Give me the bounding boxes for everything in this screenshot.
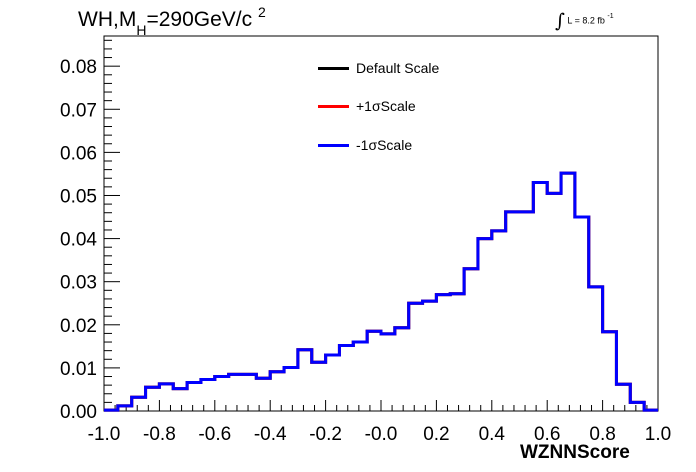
title-subscript: H (136, 22, 147, 38)
x-tick-label: -0.6 (198, 424, 231, 445)
legend-label-default: Default Scale (356, 60, 440, 76)
legend-swatch-minus-sigma (318, 143, 349, 147)
legend-entry-minus-sigma: -1σScale (318, 135, 412, 155)
y-tick-label: 0.04 (60, 230, 97, 251)
y-tick-label: 0.03 (60, 273, 97, 294)
y-axis: 0.00 0.01 0.02 0.03 0.04 0.05 0.06 0.07 0.08 (60, 39, 120, 423)
y-tick-label: 0.00 (60, 402, 97, 423)
luminosity-label: ∫ L = 8.2 fb -1 (555, 10, 614, 32)
x-tick-label: 0.8 (589, 424, 615, 445)
legend-label-minus-sigma: -1σScale (356, 137, 413, 153)
x-tick-label: -0.8 (143, 424, 176, 445)
chart-title: WH,MH=290GeV/c 2 (78, 4, 266, 38)
x-tick-label: 0.4 (479, 424, 506, 445)
title-middle: =290GeV/c (146, 8, 253, 31)
x-tick-label: -1.0 (88, 424, 121, 445)
title-prefix: WH,M (78, 8, 137, 31)
legend-swatch-plus-sigma (318, 104, 349, 108)
histogram-series-2 (104, 171, 658, 412)
title-superscript: 2 (257, 4, 266, 20)
y-tick-label: 0.02 (60, 316, 97, 337)
legend-label-plus-sigma: +1σScale (356, 98, 416, 114)
x-axis-title: WZNNScore (520, 442, 630, 463)
luminosity-unit-superscript: -1 (607, 13, 614, 21)
integral-symbol: ∫ (555, 10, 565, 32)
x-tick-label: 1.0 (645, 424, 671, 445)
x-tick-label: -0.0 (365, 424, 398, 445)
legend-entry-plus-sigma: +1σScale (318, 96, 416, 116)
y-tick-label: 0.07 (60, 100, 97, 121)
y-tick-label: 0.05 (60, 186, 97, 207)
x-axis: -1.0 -0.8 -0.6 -0.4 -0.2 -0.0 0.2 0.4 0.6 0.8 1.0 (88, 400, 671, 445)
legend-swatch-default (318, 66, 349, 70)
y-tick-label: 0.08 (60, 57, 97, 78)
y-tick-label: 0.01 (60, 359, 97, 380)
x-tick-label: -0.2 (309, 424, 342, 445)
x-tick-label: 0.6 (534, 424, 560, 445)
series-layer (104, 171, 658, 412)
luminosity-text: L = 8.2 fb (567, 15, 605, 26)
x-tick-label: 0.2 (423, 424, 449, 445)
plot-frame (103, 35, 659, 412)
x-tick-label: -0.4 (254, 424, 287, 445)
legend-entry-default: Default Scale (318, 58, 439, 78)
y-tick-label: 0.06 (60, 143, 97, 164)
